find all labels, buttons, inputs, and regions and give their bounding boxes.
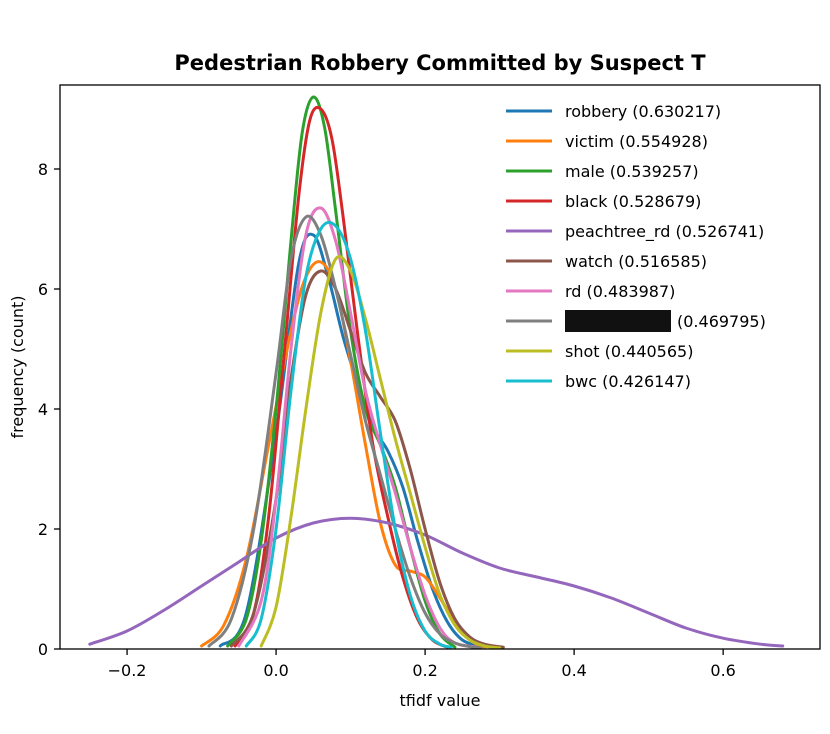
series-line-5 [229,269,505,649]
plot-area [59,84,821,650]
legend-label-6: rd (0.483987) [565,282,675,301]
y-tick-label: 2 [38,520,48,539]
y-tick-label: 8 [38,160,48,179]
legend: robbery (0.630217) victim (0.554928) male … [506,102,766,391]
x-tick-label: 0.2 [412,661,437,680]
series-line-6 [237,206,479,649]
y-tick-label: 0 [38,640,48,659]
legend-label-3: black (0.528679) [565,192,701,211]
legend-label-2: male (0.539257) [565,162,699,181]
x-tick-label: 0.4 [561,661,586,680]
legend-label-7: (0.469795) [677,312,766,331]
legend-label-4: peachtree_rd (0.526741) [565,222,764,242]
legend-label-9: bwc (0.426147) [565,372,691,391]
series-line-9 [244,220,453,649]
x-tick-label: 0.6 [710,661,735,680]
legend-label-5: watch (0.516585) [565,252,707,271]
x-tick-label: 0.0 [263,661,288,680]
legend-label-0: robbery (0.630217) [565,102,721,121]
y-tick-label: 4 [38,400,48,419]
redaction-block [565,310,671,332]
y-tick-label: 6 [38,280,48,299]
series-line-4 [88,516,785,648]
y-axis-ticks: 0 2 4 6 8 [38,160,60,659]
series-line-7 [207,214,483,650]
legend-label-1: victim (0.554928) [565,132,708,151]
x-axis-label: tfidf value [400,691,481,710]
x-tick-label: −0.2 [108,661,147,680]
y-axis-label: frequency (count) [8,296,27,439]
series-line-8 [259,255,502,650]
chart-title: Pedestrian Robbery Committed by Suspect … [174,51,706,75]
series-curves [88,95,785,650]
legend-label-8: shot (0.440565) [565,342,693,361]
x-axis-ticks: −0.2 0.0 0.2 0.4 0.6 [108,649,736,680]
series-line-3 [233,106,449,649]
